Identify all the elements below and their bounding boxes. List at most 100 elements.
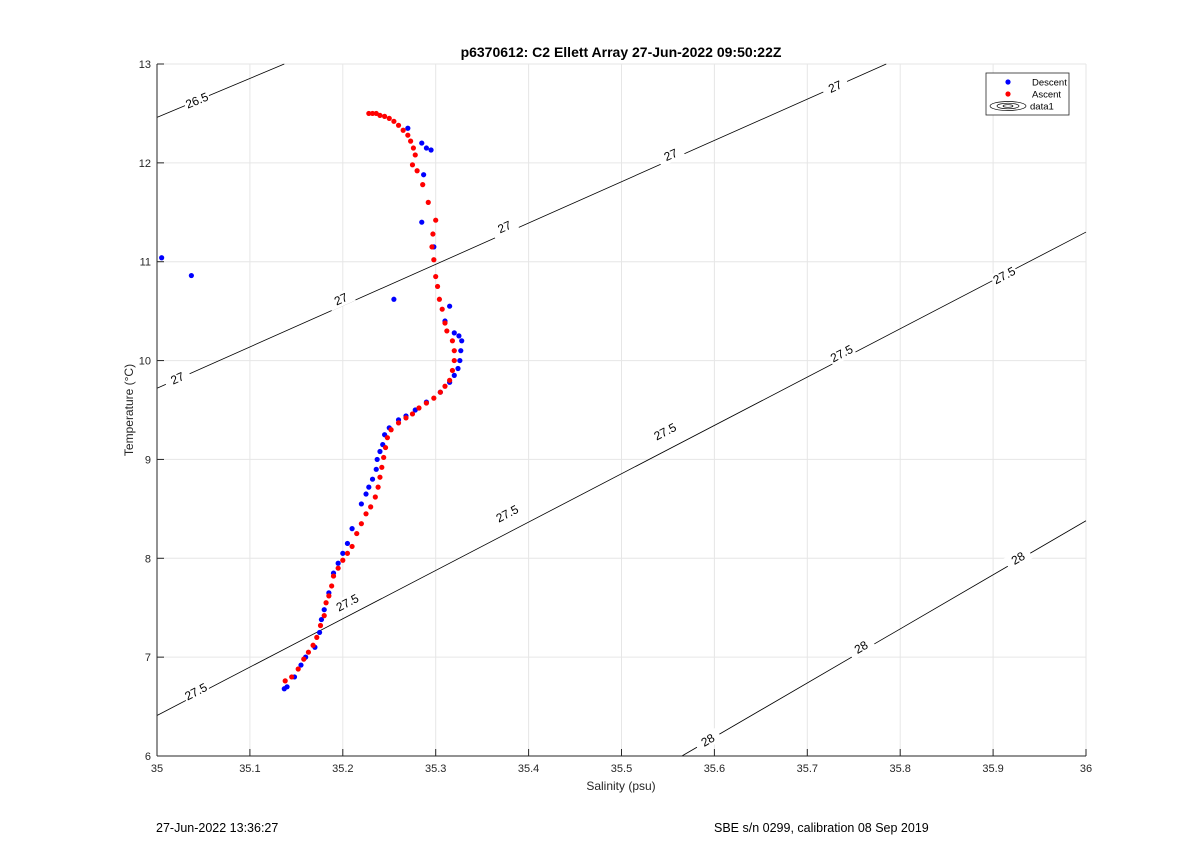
descent-point	[419, 219, 425, 225]
descent-point	[344, 540, 351, 547]
x-tick-label: 35.1	[239, 763, 260, 775]
ascent-point	[391, 118, 397, 124]
ascent-point	[439, 306, 445, 312]
ascent-point	[381, 454, 387, 461]
contour-label: 27	[332, 290, 350, 308]
contour-line	[156, 63, 887, 389]
contour-line	[156, 63, 285, 118]
ascent-point	[321, 613, 327, 619]
ascent-point	[372, 494, 378, 500]
contour-label-background	[820, 75, 850, 99]
descent-point	[321, 607, 327, 613]
descent-point	[358, 501, 364, 507]
ascent-point	[403, 415, 409, 421]
ascent-point	[295, 666, 301, 672]
y-tick-label: 7	[145, 652, 151, 664]
ascent-point	[414, 168, 420, 174]
descent-point	[405, 125, 411, 131]
ascent-point	[409, 162, 416, 168]
ascent-point	[368, 504, 374, 510]
ascent-point	[408, 138, 414, 144]
ascent-point	[384, 435, 390, 441]
footer-calibration: SBE s/n 0299, calibration 08 Sep 2019	[714, 821, 929, 835]
x-tick-label: 35.7	[797, 763, 818, 775]
descent-point	[451, 330, 457, 336]
descent-point	[419, 140, 425, 146]
ascent-point	[382, 444, 389, 451]
ascent-point	[395, 420, 402, 426]
ascent-point	[442, 320, 448, 326]
ascent-point	[451, 348, 457, 354]
axes: 35 35.1 35.2 35.3 35.4 35.5 35.6 35.7 35.8 35.9 36…	[139, 59, 1092, 775]
legend-label: Ascent	[1032, 90, 1061, 101]
contour-label-background	[182, 89, 212, 113]
contour-label-background	[181, 679, 211, 704]
grid-lines	[156, 63, 1087, 757]
descent-point	[369, 476, 376, 482]
descent-point	[316, 629, 323, 636]
ascent-point	[388, 427, 394, 433]
x-tick-label: 35.9	[982, 763, 1003, 775]
x-axis-label: Salinity (psu)	[586, 779, 655, 793]
descent-point	[457, 357, 463, 364]
ascent-point	[301, 656, 307, 662]
ascent-point	[444, 328, 450, 334]
contour-label-background	[846, 634, 876, 660]
descent-point	[459, 338, 465, 344]
ascent-point	[434, 283, 441, 290]
descent-point	[318, 616, 325, 623]
y-tick-label: 6	[145, 751, 151, 763]
ascent-point	[423, 400, 430, 406]
descent-point	[340, 550, 346, 556]
descent-point	[298, 662, 304, 668]
x-tick-label: 35.3	[425, 763, 446, 775]
contour-label-background	[332, 590, 363, 615]
contour-label: 27	[495, 218, 513, 236]
x-tick-label: 35	[151, 763, 163, 775]
y-tick-label: 11	[140, 257, 151, 269]
ascent-point	[409, 411, 416, 417]
descent-point	[159, 255, 165, 261]
ascent-point	[349, 543, 355, 550]
ascent-point	[433, 273, 439, 280]
contour-label-background	[1003, 545, 1033, 571]
chart-title: p6370612: C2 Ellett Array 27-Jun-2022 09…	[461, 44, 782, 60]
ascent-point	[442, 383, 448, 389]
y-tick-label: 12	[139, 158, 151, 170]
x-tick-label: 35.4	[518, 763, 539, 775]
ascent-point	[377, 474, 383, 480]
ascent-point	[340, 557, 346, 563]
ascent-point	[323, 600, 329, 606]
ascent-point	[335, 565, 341, 571]
ascent-point	[420, 182, 426, 188]
ascent-point	[354, 530, 360, 537]
ascent-point	[429, 244, 435, 250]
descent-point	[458, 348, 464, 354]
ascent-point	[314, 634, 320, 640]
ascent-point	[358, 521, 364, 527]
ascent-point	[410, 145, 417, 151]
x-tick-label: 36	[1080, 763, 1092, 775]
contour-label: 28	[1009, 549, 1028, 568]
descent-point	[349, 526, 355, 532]
contour-icon	[1002, 104, 1014, 108]
descent-point	[423, 145, 430, 151]
ascent-point	[310, 642, 316, 648]
x-tick-label: 35.8	[889, 763, 910, 775]
x-tick-label: 35.5	[611, 763, 632, 775]
ascent-point	[326, 593, 332, 599]
descent-point	[366, 484, 372, 490]
legend-marker	[1005, 79, 1011, 85]
ascent-point	[400, 127, 406, 133]
ascent-point	[363, 511, 369, 517]
ascent-point	[386, 115, 392, 121]
ascent-point	[449, 338, 456, 344]
descent-point	[335, 560, 341, 566]
contour-label-background	[989, 263, 1020, 288]
ascent-point	[449, 367, 456, 374]
descent-point	[456, 333, 462, 339]
descent-point	[377, 448, 383, 455]
contour-label-background	[326, 287, 356, 311]
y-tick-label: 8	[145, 553, 151, 565]
